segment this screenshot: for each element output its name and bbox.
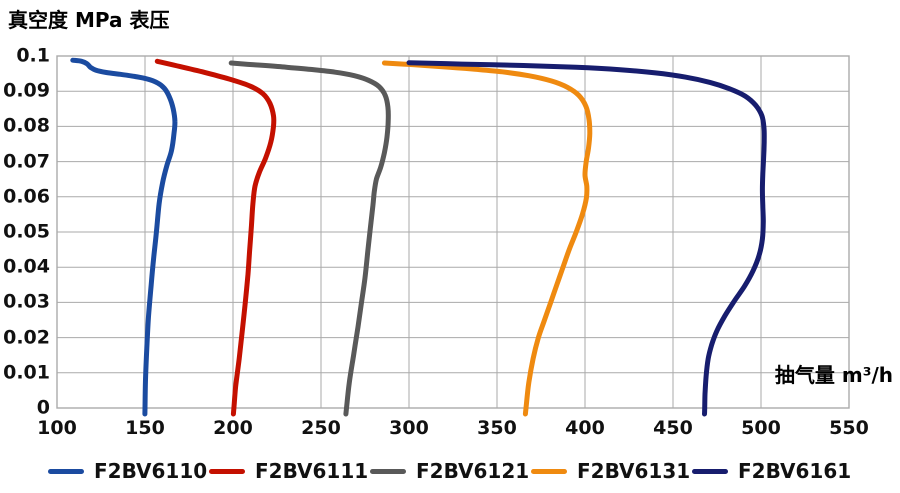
x-tick-label: 400: [565, 417, 605, 439]
series-line-F2BV6121: [228, 60, 391, 417]
legend-item-F2BV6161: F2BV6161: [692, 459, 853, 483]
y-tick-label: 0: [36, 396, 50, 419]
x-tick-label: 250: [301, 417, 341, 439]
x-tick-label: 500: [741, 417, 781, 439]
y-tick-label: 0.09: [3, 79, 50, 102]
legend-label: F2BV6131: [577, 459, 691, 483]
plot-border: [56, 55, 850, 409]
y-tick-label: 0.08: [3, 114, 50, 137]
plot-area: [56, 55, 850, 417]
legend-item-F2BV6110: F2BV6110: [48, 459, 209, 483]
chart-legend: F2BV6110 F2BV6111 F2BV6121 F2BV6131 F2BV6161: [48, 459, 853, 483]
x-tick-label: 450: [653, 417, 693, 439]
series-line-F2BV6111: [154, 58, 277, 417]
x-axis-label: 抽气量 m³/h: [774, 363, 893, 387]
x-tick-label: 550: [829, 417, 869, 439]
x-tick-label: 300: [389, 417, 429, 439]
y-tick-label: 0.1: [16, 44, 50, 67]
legend-line-swatch: [692, 468, 728, 474]
chart-title: 真空度 MPa 表压: [8, 8, 170, 32]
x-tick-label: 100: [37, 417, 77, 439]
legend-label: F2BV6161: [738, 459, 852, 483]
x-tick-label: 150: [125, 417, 165, 439]
legend-line-swatch: [531, 468, 567, 474]
series-line-F2BV6161: [406, 60, 767, 417]
y-tick-label: 0.06: [3, 185, 50, 208]
legend-label: F2BV6111: [255, 459, 369, 483]
series-line-F2BV6131: [381, 60, 593, 417]
legend-line-swatch: [48, 468, 84, 474]
x-tick-label: 200: [213, 417, 253, 439]
legend-item-F2BV6131: F2BV6131: [531, 459, 692, 483]
legend-line-swatch: [209, 468, 245, 474]
y-tick-label: 0.05: [3, 220, 50, 243]
y-tick-label: 0.03: [3, 290, 50, 313]
legend-item-F2BV6121: F2BV6121: [370, 459, 531, 483]
legend-item-F2BV6111: F2BV6111: [209, 459, 370, 483]
legend-line-swatch: [370, 468, 406, 474]
y-tick-label: 0.02: [3, 326, 50, 349]
y-tick-label: 0.07: [3, 150, 50, 173]
x-tick-label: 350: [477, 417, 517, 439]
y-tick-label: 0.01: [3, 361, 50, 384]
legend-label: F2BV6121: [416, 459, 530, 483]
legend-label: F2BV6110: [94, 459, 208, 483]
y-tick-label: 0.04: [3, 255, 50, 278]
series-line-F2BV6110: [70, 57, 178, 417]
